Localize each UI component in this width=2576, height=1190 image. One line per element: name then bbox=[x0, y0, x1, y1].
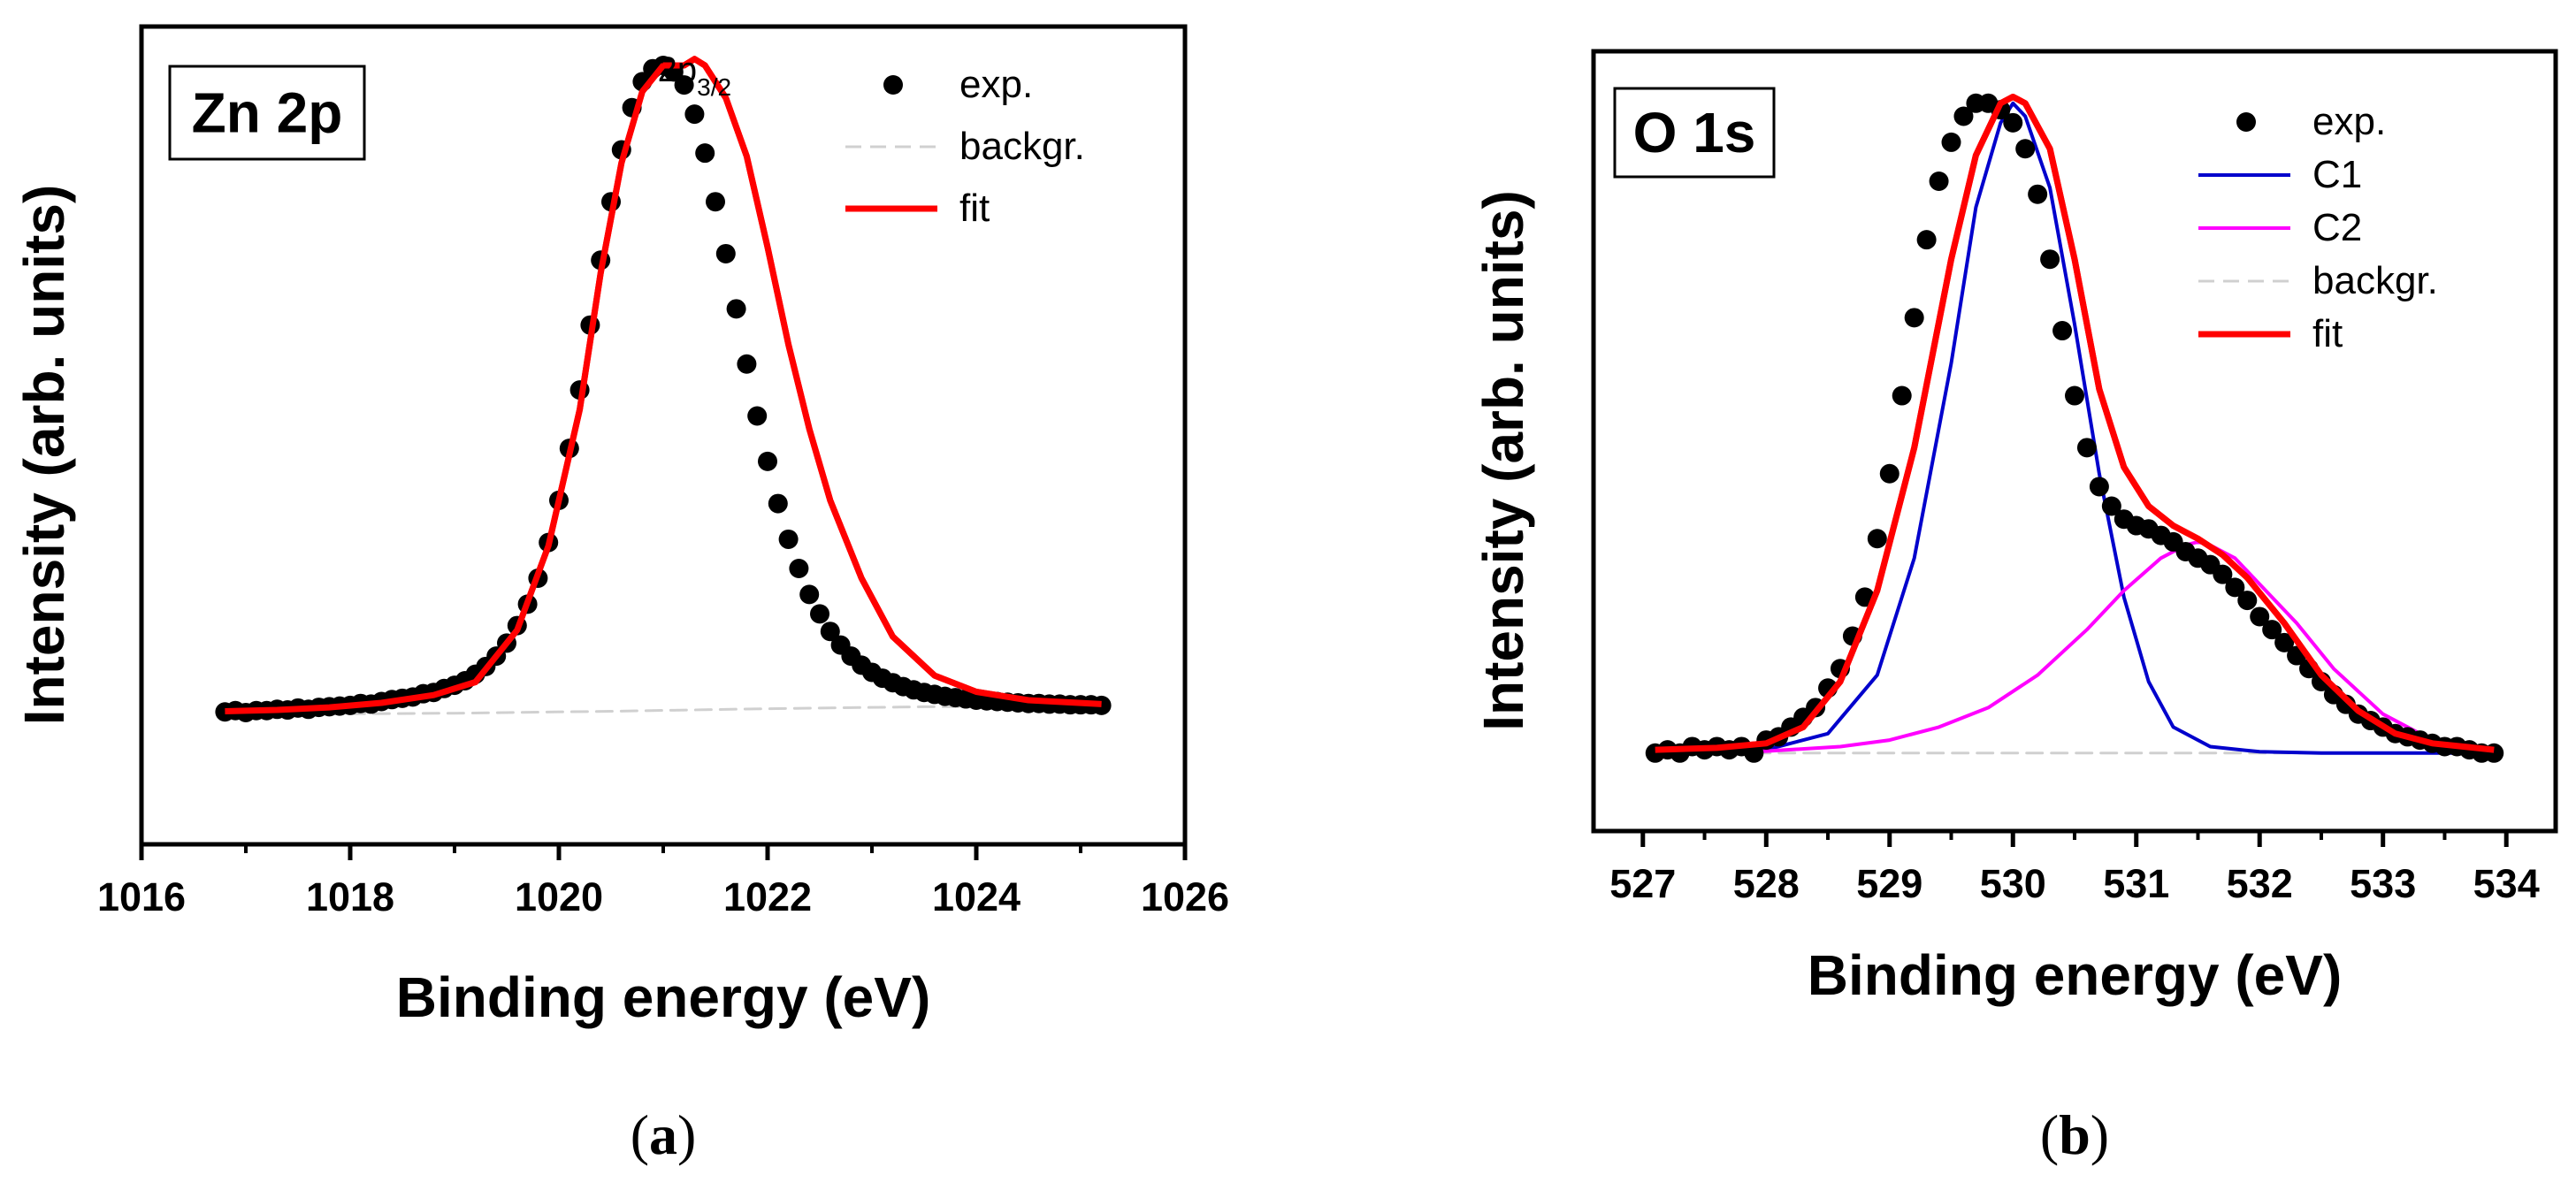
panel-a-series-exp-point bbox=[726, 299, 746, 319]
panel-b-series-exp-point bbox=[2040, 249, 2060, 270]
panel-b-series-exp-point bbox=[1941, 132, 1961, 152]
panel-b-series-c2 bbox=[1653, 539, 2496, 755]
panel-b-series-exp-point bbox=[2213, 564, 2233, 584]
panel-b-legend-label: C2 bbox=[2312, 206, 2362, 249]
panel-b-caption: (b) bbox=[2040, 1103, 2109, 1166]
panel-a-legend-label: exp. bbox=[959, 63, 1033, 106]
panel-a-series-exp-point bbox=[789, 558, 809, 578]
panel-a-series-exp-point bbox=[768, 493, 788, 514]
panel-b-legend-label: fit bbox=[2312, 312, 2343, 355]
panel-a-title-box bbox=[168, 65, 366, 161]
panel-a-series-exp-point bbox=[820, 622, 840, 642]
panel-a-series-exp-point bbox=[695, 143, 715, 164]
panel-b-x-tick-label: 529 bbox=[1856, 861, 1922, 906]
panel-a-series-exp-point bbox=[674, 75, 694, 95]
panel-a-series-fit-overlay bbox=[225, 56, 1102, 714]
panel-b-series-exp-point bbox=[2274, 632, 2295, 652]
panel-a-title: Zn 2p bbox=[192, 81, 343, 145]
panel-b-x-tick-label: 531 bbox=[2103, 861, 2169, 906]
panel-a-x-tick-label: 1018 bbox=[306, 874, 394, 919]
panel-a-series-exp-point bbox=[778, 529, 799, 549]
panel-b-series-exp-point bbox=[2225, 577, 2245, 598]
panel-b-series-exp-point bbox=[2101, 496, 2121, 516]
panel-b-legend-marker-exp bbox=[2236, 112, 2256, 132]
panel-a-y-axis-label: Intensity (arb. units) bbox=[12, 185, 76, 726]
panel-a-x-tick-label: 1020 bbox=[515, 874, 603, 919]
panel-b-x-tick-label: 527 bbox=[1609, 861, 1676, 906]
panel-a-series-exp-point bbox=[715, 243, 736, 263]
panel-b-x-tick-label: 532 bbox=[2227, 861, 2293, 906]
panel-a-x-tick-label: 1016 bbox=[97, 874, 186, 919]
panel-b-legend-label: C1 bbox=[2312, 153, 2362, 196]
panel-a-x-tick-label: 1022 bbox=[723, 874, 812, 919]
panel-b-x-tick-label: 534 bbox=[2473, 861, 2540, 906]
panel-a-caption: (a) bbox=[631, 1103, 697, 1166]
panel-b-series-exp-point bbox=[1867, 529, 1887, 549]
panel-b-series-exp-point bbox=[1916, 230, 1937, 250]
panel-a-legend-label: fit bbox=[959, 187, 990, 230]
panel-b-series-exp-point bbox=[2089, 477, 2109, 497]
panel-b-series-exp-point bbox=[2028, 184, 2048, 204]
panel-b-title: O 1s bbox=[1633, 101, 1756, 164]
panel-a-series-exp-point bbox=[737, 354, 757, 374]
panel-b-series-exp-point bbox=[1744, 743, 1764, 763]
panel-a-legend-label: backgr. bbox=[959, 125, 1085, 168]
panel-b-series-exp-point bbox=[1879, 463, 1900, 484]
panel-b-x-axis-label: Binding energy (eV) bbox=[1808, 943, 2343, 1007]
panel-b-series-fit bbox=[1652, 94, 2497, 753]
panel-b-series-exp-point bbox=[1892, 385, 1912, 406]
panel-a-series-exp-point bbox=[1091, 695, 1112, 715]
panel-b-series-exp-point bbox=[1929, 172, 1949, 191]
panel-a: 1016 1018 1020 1022 1024 1026 Binding energy (… bbox=[12, 24, 1229, 1166]
panel-a-series-exp-point bbox=[747, 406, 768, 426]
panel-a-series-exp-point bbox=[706, 192, 725, 212]
panel-b-series-exp-point bbox=[2052, 321, 2073, 341]
panel-b-legend-label: backgr. bbox=[2312, 259, 2438, 302]
panel-b-series-exp-point bbox=[2003, 112, 2023, 133]
panel-a-series-exp-point bbox=[799, 584, 820, 605]
panel-b-x-tick-label: 530 bbox=[1980, 861, 2046, 906]
panel-b-series-exp-point bbox=[2065, 385, 2084, 406]
panel-b: 527 528 529 530 531 532 533 534 Binding energy (… bbox=[1471, 49, 2558, 1166]
panel-a-x-axis-label: Binding energy (eV) bbox=[396, 965, 931, 1029]
panel-b-series-exp-point bbox=[2237, 591, 2258, 611]
panel-a-x-tick-label: 1024 bbox=[932, 874, 1020, 919]
panel-b-series-c1 bbox=[1653, 101, 2496, 755]
panel-b-series-exp-point bbox=[2262, 620, 2282, 640]
panel-b-series-exp bbox=[1645, 93, 2504, 763]
panel-a-x-tick-label: 1026 bbox=[1141, 874, 1229, 919]
panel-b-series-exp-point bbox=[2076, 438, 2097, 458]
panel-b-y-axis-label: Intensity (arb. units) bbox=[1471, 190, 1535, 731]
panel-b-x-tick-label: 528 bbox=[1733, 861, 1800, 906]
panel-b-series-exp-point bbox=[2015, 139, 2036, 159]
panel-b-series-exp-point bbox=[1904, 308, 1924, 328]
panel-a-legend-marker-exp bbox=[883, 75, 903, 95]
panel-a-series-exp-point bbox=[810, 604, 829, 624]
panel-b-legend: exp. C1 C2 backgr. fit bbox=[2198, 100, 2438, 355]
panel-b-x-tick-label: 533 bbox=[2350, 861, 2416, 906]
panel-a-series-exp-point bbox=[758, 451, 777, 471]
panel-b-series-fit-overlay bbox=[1655, 94, 2495, 753]
panel-b-title-box bbox=[1613, 87, 1776, 179]
panel-b-series-exp-point bbox=[2250, 606, 2270, 627]
panel-a-legend: exp. backgr. fit bbox=[845, 63, 1085, 230]
panel-a-series-exp-point bbox=[684, 104, 705, 125]
panel-b-series-exp-point bbox=[1953, 106, 1974, 126]
panel-b-legend-label: exp. bbox=[2312, 100, 2386, 143]
panel-a-peak-annotation: 2p3/2 bbox=[658, 50, 731, 101]
